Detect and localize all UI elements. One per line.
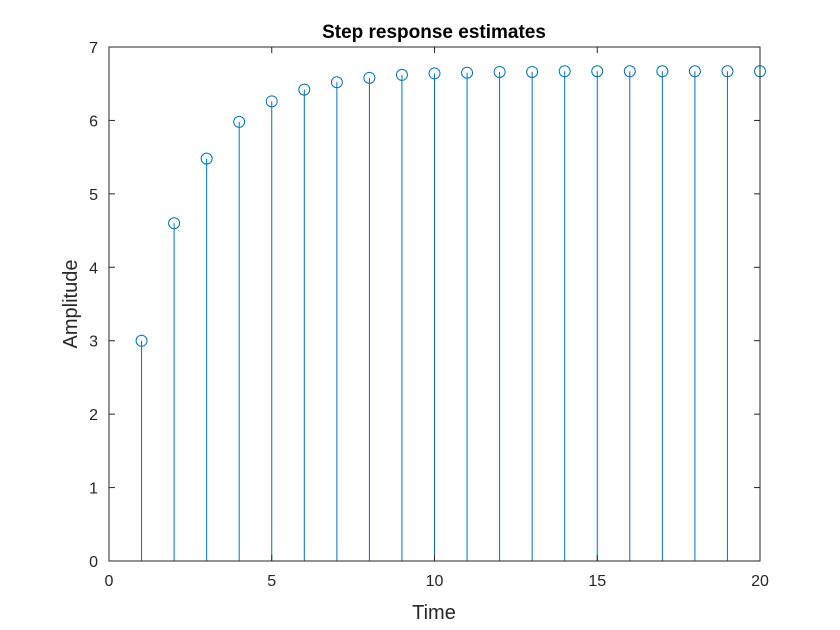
stem-marker — [623, 65, 636, 78]
x-tick-label: 0 — [105, 573, 114, 590]
y-tick-label: 3 — [89, 334, 98, 351]
stem-marker — [330, 76, 343, 89]
stem-marker — [298, 83, 311, 96]
stem-marker — [461, 66, 474, 79]
stem-marker — [688, 65, 701, 78]
y-tick-label: 4 — [89, 260, 98, 277]
y-tick-label: 5 — [89, 187, 98, 204]
y-tick-label: 6 — [89, 113, 98, 130]
y-tick-label: 0 — [89, 554, 98, 571]
y-tick-label: 7 — [89, 40, 98, 57]
x-ticks: 0 5 10 15 20 — [105, 47, 769, 590]
stem-marker — [591, 65, 604, 78]
stem-marker — [135, 334, 148, 347]
stem-marker — [265, 95, 278, 108]
stem-marker — [233, 115, 246, 128]
x-tick-label: 10 — [426, 573, 444, 590]
stem-marker — [363, 71, 376, 84]
y-tick-label: 2 — [89, 407, 98, 424]
y-axis-label: Amplitude — [60, 260, 82, 349]
x-axis-label: Time — [412, 602, 456, 624]
y-tick-label: 1 — [89, 481, 98, 498]
stem-marker — [395, 68, 408, 81]
stem-marker — [168, 217, 181, 230]
stem-marker — [656, 65, 669, 78]
stem-marker — [493, 65, 506, 78]
stem-marker — [428, 67, 441, 80]
stem-marker — [526, 65, 539, 78]
stem-marker — [200, 152, 213, 165]
x-tick-label: 5 — [267, 573, 276, 590]
x-tick-label: 15 — [588, 573, 606, 590]
stem-marker — [721, 65, 734, 78]
x-tick-label: 20 — [751, 573, 769, 590]
stems-group — [141, 71, 761, 561]
chart-title: Step response estimates — [322, 22, 546, 43]
stem-marker — [558, 65, 571, 78]
y-ticks: 0 1 2 3 4 5 6 7 — [89, 40, 760, 571]
markers-group — [135, 65, 766, 347]
